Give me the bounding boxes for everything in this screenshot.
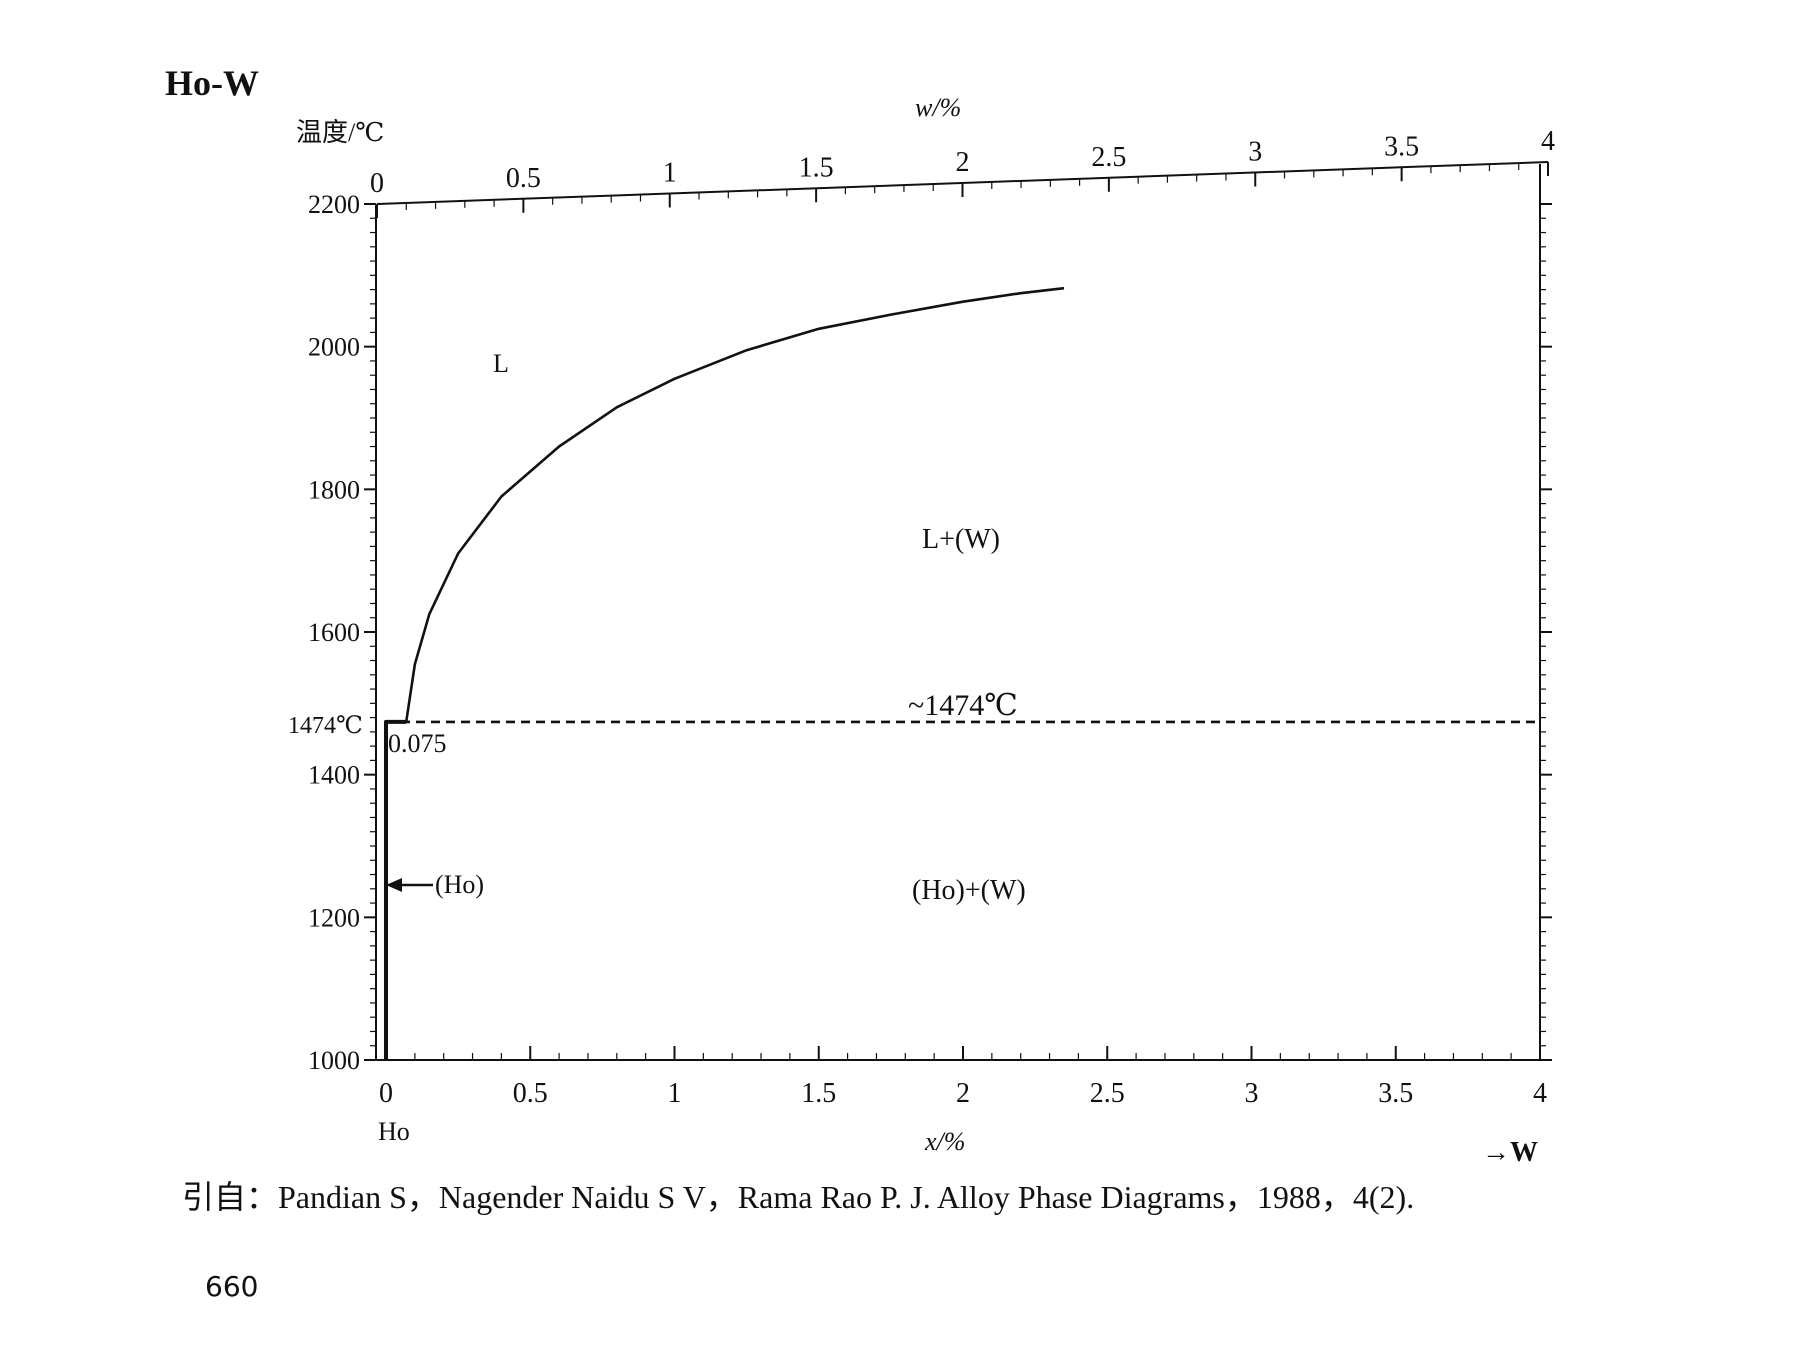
page-number: 660 xyxy=(205,1270,259,1303)
x2-tick-label: 0.5 xyxy=(506,163,541,194)
tick-labels: 0 0.5 1 1.5 2 2.5 3 3.5 4 0 0.5 1 1.5 2 2.5 3 3.5 4 1000 12… xyxy=(308,126,1555,1109)
x2-tick-label: 3.5 xyxy=(1384,131,1419,162)
solid-region-label: (Ho)+(W) xyxy=(912,875,1026,906)
y-tick-label: 1000 xyxy=(308,1046,360,1075)
ho-solid-label: (Ho) xyxy=(435,870,484,899)
y-tick-label: 1600 xyxy=(308,618,360,647)
y-tick-label: 2000 xyxy=(308,333,360,362)
x2-tick-label: 1 xyxy=(663,158,677,189)
eutectic-y-label: 1474℃ xyxy=(288,713,363,739)
eutectic-temp-label: ~1474℃ xyxy=(908,689,1018,722)
ho-solvus-line xyxy=(384,719,407,1060)
y-tick-label: 1800 xyxy=(308,475,360,504)
x-tick-label: 2 xyxy=(956,1078,970,1109)
y-tick-label: 1400 xyxy=(308,761,360,790)
x-tick-label: 4 xyxy=(1533,1078,1547,1109)
x-axis-label: x/% xyxy=(924,1127,965,1156)
x-tick-label: 3 xyxy=(1245,1078,1259,1109)
axis-ticks xyxy=(364,162,1552,1061)
x2-axis-label: w/% xyxy=(915,93,961,122)
chart-title: Ho-W xyxy=(165,63,259,103)
x-tick-label: 0 xyxy=(379,1078,393,1109)
y-tick-label: 1200 xyxy=(308,903,360,932)
ho-arrow xyxy=(386,878,433,892)
x2-tick-label: 3 xyxy=(1248,137,1262,168)
left-element-label: Ho xyxy=(378,1117,410,1146)
x-tick-label: 2.5 xyxy=(1090,1078,1125,1109)
solubility-label: 0.075 xyxy=(388,729,447,758)
x-tick-label: 1.5 xyxy=(801,1078,836,1109)
x2-tick-label: 2 xyxy=(956,147,970,178)
citation: 引自：Pandian S，Nagender Naidu S V，Rama Rao… xyxy=(182,1179,1415,1215)
y-axis-label: 温度/℃ xyxy=(296,118,385,147)
liquidus-line xyxy=(404,286,1065,723)
liquid-region-label: L xyxy=(493,349,509,378)
phase-boundaries xyxy=(384,286,1540,1060)
right-element-label: →W xyxy=(1482,1137,1538,1168)
x-tick-label: 3.5 xyxy=(1378,1078,1413,1109)
plot-frame xyxy=(375,161,1549,1061)
x2-tick-label: 4 xyxy=(1541,126,1555,157)
x2-tick-label: 1.5 xyxy=(799,152,834,183)
x-tick-label: 0.5 xyxy=(513,1078,548,1109)
two-phase-region-label: L+(W) xyxy=(922,524,1000,555)
x2-tick-label: 0 xyxy=(370,168,384,199)
x-tick-label: 1 xyxy=(668,1078,682,1109)
y-tick-label: 2200 xyxy=(308,190,360,219)
x2-tick-label: 2.5 xyxy=(1091,142,1126,173)
